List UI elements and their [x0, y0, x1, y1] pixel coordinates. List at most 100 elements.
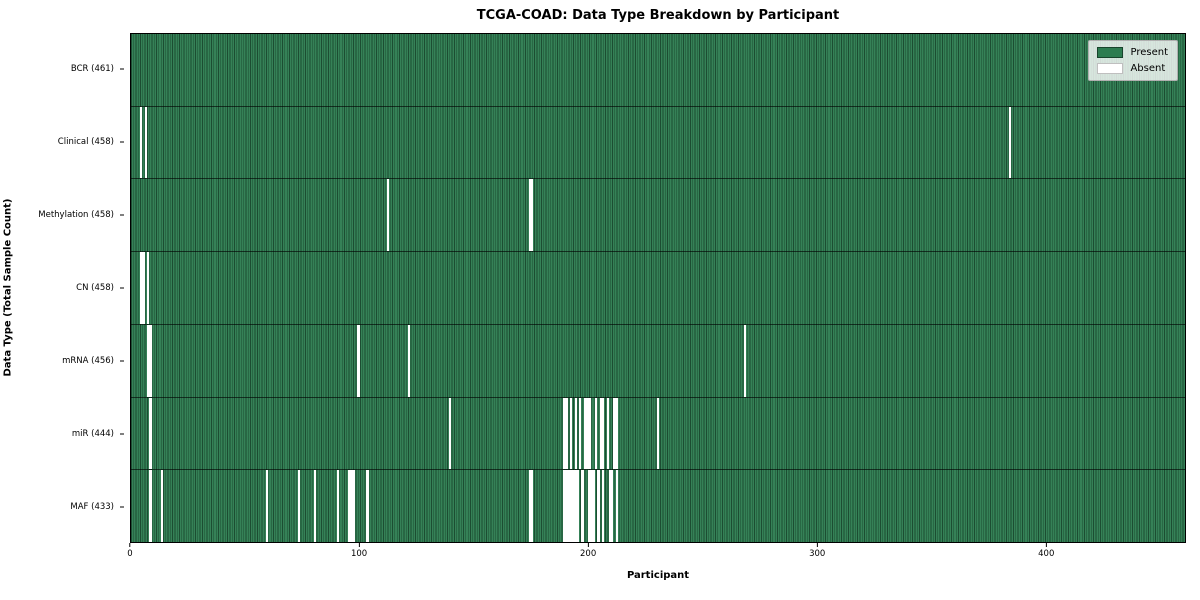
absent-cell	[595, 397, 598, 470]
absent-cell	[588, 397, 591, 470]
x-tick-400: 400	[1038, 543, 1054, 559]
absent-cell	[574, 470, 577, 543]
x-tick-0: 0	[127, 543, 133, 559]
data-row-miR	[131, 397, 1185, 471]
y-tick-label-MAF: MAF (433)	[70, 501, 114, 512]
legend-entry-present: Present	[1097, 47, 1168, 58]
absent-cell	[615, 470, 618, 543]
absent-cell	[606, 397, 609, 470]
x-tick-100: 100	[351, 543, 367, 559]
y-tick-label-miR: miR (444)	[71, 428, 114, 439]
absent-cell	[528, 470, 532, 543]
y-tick-mark	[120, 214, 124, 216]
absent-cell	[579, 397, 582, 470]
y-tick-mark	[120, 506, 124, 508]
x-tick-300: 300	[809, 543, 825, 559]
absent-cell	[615, 397, 618, 470]
y-tick-label-CN: CN (458)	[76, 283, 114, 293]
absent-cell	[597, 470, 600, 543]
data-row-MAF	[131, 470, 1185, 543]
absent-cell	[581, 470, 584, 543]
y-tick-label-Clinical: Clinical (458)	[57, 137, 114, 148]
data-row-CN	[131, 252, 1185, 325]
chart-title: TCGA-COAD: Data Type Breakdown by Partic…	[476, 8, 840, 23]
x-tick-label: 400	[1038, 549, 1055, 559]
absent-cell	[147, 252, 150, 324]
y-tick-mark	[120, 360, 124, 362]
absent-cell	[149, 470, 152, 543]
absent-cell	[569, 397, 573, 470]
legend-entry-absent: Absent	[1097, 63, 1168, 74]
x-tick-200: 200	[580, 543, 596, 559]
y-tick-label-mRNA: mRNA (456)	[62, 355, 114, 366]
absent-cell	[563, 397, 566, 470]
rows	[131, 34, 1185, 543]
y-tick-label-Methylation: Methylation (458)	[38, 210, 114, 221]
present-swatch-icon	[1097, 47, 1124, 58]
plot-area: Present Absent	[130, 33, 1186, 543]
absent-cell	[563, 470, 566, 543]
y-tick-mark	[120, 287, 124, 289]
absent-cell	[567, 470, 570, 543]
legend: Present Absent	[1088, 40, 1178, 81]
absent-cell	[297, 470, 301, 543]
absent-cell	[407, 324, 410, 397]
x-tick-mark	[1045, 543, 1047, 547]
legend-absent-label: Absent	[1130, 63, 1166, 74]
absent-cell	[592, 470, 596, 543]
x-tick-label: 0	[127, 549, 133, 559]
absent-cell	[1008, 106, 1012, 179]
absent-cell	[144, 106, 147, 179]
absent-cell	[599, 397, 602, 470]
x-tick-label: 100	[350, 549, 368, 559]
absent-cell	[565, 397, 568, 470]
absent-cell	[569, 470, 573, 543]
absent-cell	[142, 252, 145, 324]
absent-swatch-icon	[1097, 63, 1124, 74]
absent-cell	[336, 470, 340, 543]
absent-cell	[140, 252, 143, 324]
data-row-mRNA	[131, 324, 1185, 398]
absent-cell	[357, 324, 360, 397]
absent-cell	[585, 397, 589, 470]
absent-cell	[448, 397, 452, 470]
absent-cell	[531, 470, 534, 543]
absent-cell	[583, 397, 586, 470]
absent-cell	[601, 397, 605, 470]
data-row-Clinical	[131, 106, 1185, 180]
absent-cell	[656, 397, 660, 470]
y-axis-labels: BCR (461) Clinical (458) Methylation (458)…	[0, 33, 124, 543]
absent-cell	[611, 470, 614, 543]
x-tick-mark	[358, 543, 360, 547]
absent-cell	[350, 470, 353, 543]
absent-cell	[601, 470, 605, 543]
data-row-BCR	[131, 34, 1185, 107]
x-tick-label: 200	[580, 549, 597, 559]
absent-cell	[366, 470, 369, 543]
absent-cell	[313, 470, 317, 543]
absent-cell	[613, 397, 616, 470]
x-tick-mark	[816, 543, 818, 547]
data-row-Methylation	[131, 179, 1185, 253]
x-axis-title: Participant	[626, 570, 690, 581]
absent-cell	[576, 470, 580, 543]
y-tick-mark	[120, 68, 124, 70]
absent-cell	[528, 179, 532, 252]
absent-cell	[352, 470, 356, 543]
absent-cell	[531, 179, 534, 252]
legend-present-label: Present	[1130, 47, 1168, 58]
x-tick-mark	[587, 543, 589, 547]
absent-cell	[565, 470, 568, 543]
absent-cell	[140, 106, 143, 179]
absent-cell	[590, 470, 593, 543]
absent-cell	[574, 397, 577, 470]
x-tick-label: 300	[809, 549, 826, 559]
y-tick-mark	[120, 433, 124, 435]
absent-cell	[160, 470, 163, 543]
absent-cell	[588, 470, 591, 543]
absent-cell	[149, 397, 152, 470]
absent-cell	[348, 470, 351, 543]
absent-cell	[743, 324, 747, 397]
x-axis-ticks: 0 100 200 300 400	[127, 543, 1186, 567]
